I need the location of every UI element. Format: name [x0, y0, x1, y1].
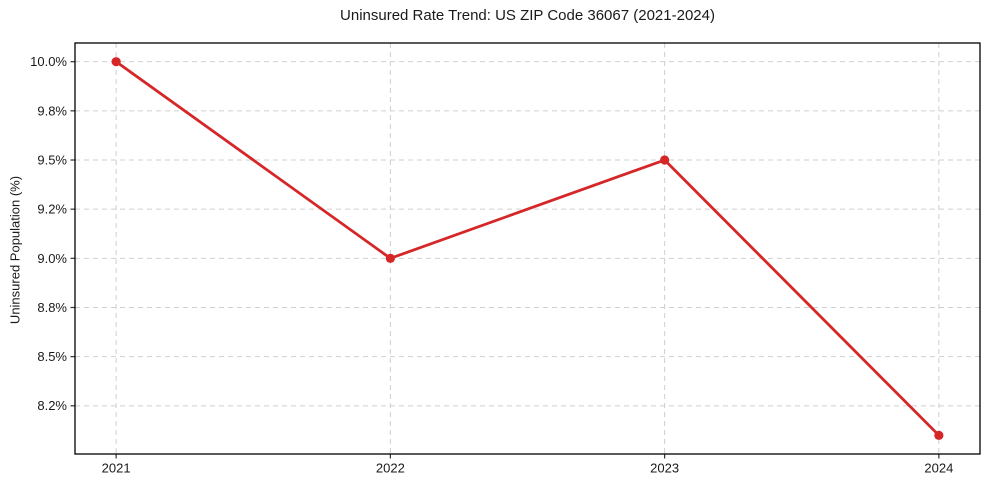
y-tick-label: 9.0% [37, 251, 67, 266]
y-tick-label: 9.8% [37, 103, 67, 118]
y-tick-label: 9.5% [37, 152, 67, 167]
data-point-marker [111, 57, 121, 67]
y-tick-label: 9.2% [37, 202, 67, 217]
x-tick-label: 2023 [650, 461, 679, 476]
y-tick-label: 10.0% [30, 54, 67, 69]
trend-line [114, 60, 941, 437]
y-tick-label: 8.5% [37, 349, 67, 364]
data-point-marker [934, 430, 944, 440]
y-tick-label: 8.2% [37, 398, 67, 413]
plot-border [74, 42, 981, 455]
x-tick-label: 2024 [924, 461, 953, 476]
data-point-marker [660, 155, 670, 165]
chart-title: Uninsured Rate Trend: US ZIP Code 36067 … [340, 7, 715, 24]
x-tick-label: 2022 [376, 461, 405, 476]
x-tick-label: 2021 [102, 461, 131, 476]
data-point-marker [385, 253, 395, 263]
y-tick-label: 8.8% [37, 300, 67, 315]
